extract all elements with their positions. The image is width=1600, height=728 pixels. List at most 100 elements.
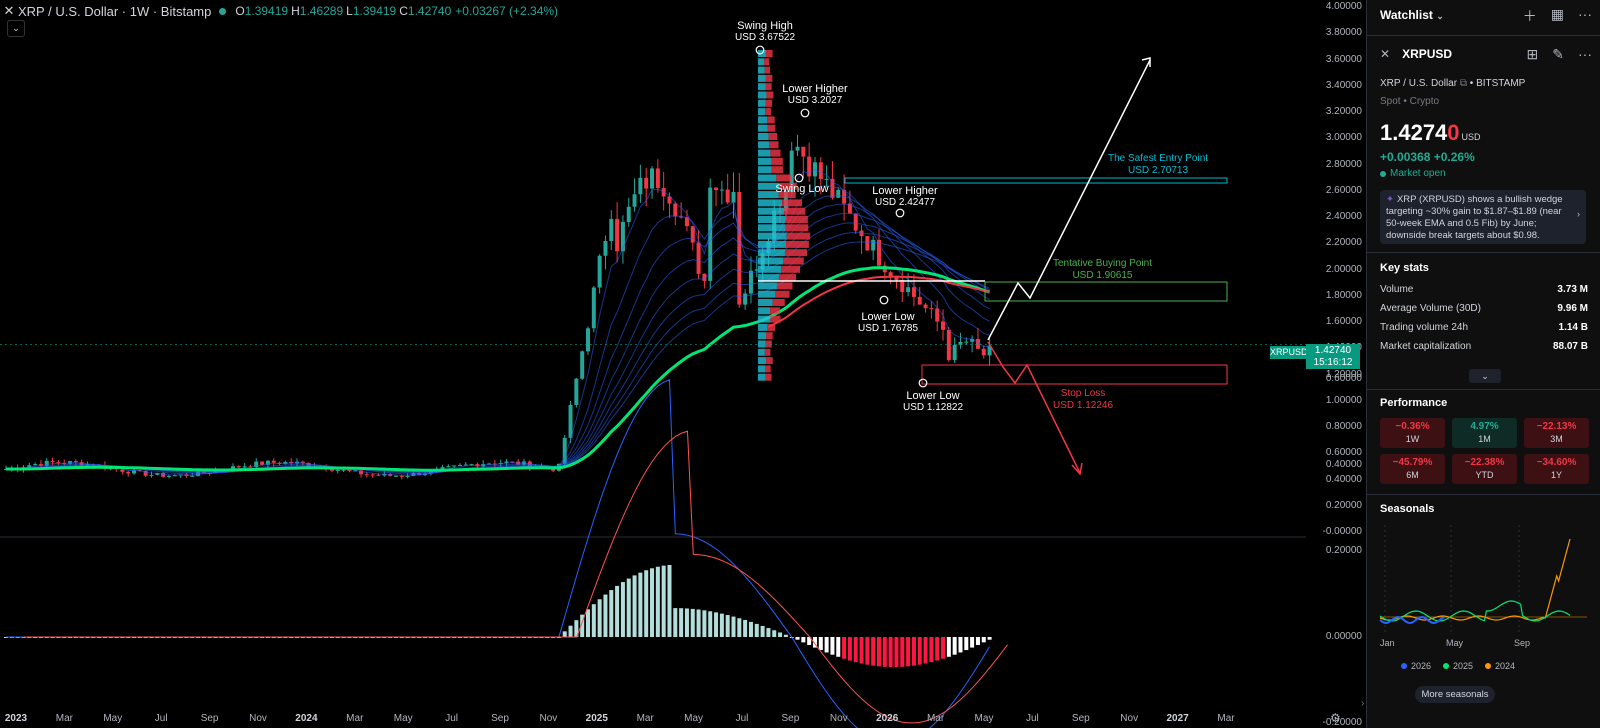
vp-bar-up [758,224,786,232]
vp-bar-down [770,307,780,315]
currency: USD [1461,132,1481,142]
performance-period: 3M [1550,434,1563,444]
vp-bar-down [778,191,796,199]
vp-bar-down [766,91,774,99]
seasonal-legend-item[interactable]: 2025 [1443,661,1473,671]
table-view-icon[interactable]: ▦ [1550,6,1564,22]
macd-axis-label: 0.40000 [1325,459,1362,470]
ohlc-close: 1.42740 [407,4,452,18]
performance-cell[interactable]: −45.79% 6M [1380,454,1445,484]
vp-bar-up [758,232,787,240]
macd-histogram-bar [778,632,783,637]
candle-body [166,475,171,477]
candle-body [265,460,270,465]
vp-bar-down [781,265,801,273]
macd-histogram-bar [719,613,724,637]
candle-body [452,465,457,467]
vp-bar-up [758,182,780,190]
candle-body [818,162,823,180]
external-link-icon[interactable]: ⧉ [1459,78,1467,89]
time-axis-label: Jul [735,713,749,724]
macd-histogram-bar [754,623,759,637]
watchlist-label: Watchlist [1380,8,1433,22]
performance-cell[interactable]: −0.36% 1W [1380,418,1445,448]
sparkle-icon: ✦ [1386,194,1394,205]
symbol-name[interactable]: XRPUSD [1402,47,1453,61]
vp-bar-down [785,224,809,232]
candle-body [562,437,567,464]
layout-icon[interactable]: ⊞ [1526,46,1539,62]
performance-value: −45.79% [1392,457,1433,468]
chevron-right-icon: › [1576,209,1580,220]
exchange-name: BITSTAMP [1476,78,1526,89]
key-stat-value: 1.14 B [1558,322,1588,333]
macd-histogram-bar [801,637,806,643]
vp-bar-down [778,274,797,282]
seasonal-line-2025 [1379,600,1571,622]
more-icon[interactable]: ··· [1578,46,1592,62]
news-card[interactable]: ✦ XRP (XRPUSD) shows a bullish wedge targ… [1380,190,1586,244]
chart-header: ✕ XRP / U.S. Dollar · 1W · Bitstamp O 1.3… [0,2,559,20]
vp-bar-up [758,282,777,290]
vp-bar-up [758,307,771,315]
stop-loss-zone [921,364,1228,385]
vp-bar-down [776,174,792,182]
candle-body [708,187,713,281]
seasonal-legend-item[interactable]: 2026 [1401,661,1431,671]
ohlc-label-open: O [235,4,245,18]
more-seasonals-button[interactable]: More seasonals [1415,686,1495,703]
price-change: +0.00368 +0.26% [1380,150,1475,164]
performance-cell[interactable]: −22.13% 3M [1524,418,1589,448]
candle-body [632,194,637,207]
edit-icon[interactable]: ✎ [1552,46,1564,62]
chevron-right-icon[interactable]: › [1361,698,1365,709]
candle-body [888,272,893,277]
candle-body [33,464,38,466]
divider [1367,494,1600,495]
candle-body [929,308,934,310]
chevron-down-icon[interactable]: ⌄ [7,20,25,37]
symbol-full-name[interactable]: XRP / U.S. Dollar [1380,78,1458,89]
chart-area[interactable]: ✕ XRP / U.S. Dollar · 1W · Bitstamp O 1.3… [0,0,1366,728]
market-status: Market open [1380,168,1446,179]
candle-body [696,242,701,274]
macd-histogram-bar [795,637,800,640]
time-axis-label: May [393,713,413,724]
change-pct: +0.26% [1433,150,1475,164]
performance-cell[interactable]: 4.97% 1M [1452,418,1517,448]
expand-stats-button[interactable]: ⌄ [1469,369,1501,383]
vp-bar-up [758,323,768,331]
candle-body [335,469,340,471]
gear-icon[interactable]: ⚙ [1330,711,1341,725]
legend-dot [1401,663,1407,669]
watchlist-dropdown[interactable]: Watchlist ⌄ [1380,8,1444,22]
time-axis-label: Jul [154,713,168,724]
seasonal-legend-item[interactable]: 2024 [1485,661,1515,671]
time-axis-label: 2027 [1166,713,1189,724]
price-chart[interactable] [0,0,1366,728]
vp-bar-down [785,240,809,248]
price-axis-label: 3.80000 [1325,27,1362,39]
ema-line [5,212,990,473]
close-icon[interactable]: ✕ [3,3,15,18]
macd-histogram-bar [900,637,905,667]
more-icon[interactable]: ··· [1578,6,1592,22]
performance-cell[interactable]: −34.60% 1Y [1524,454,1589,484]
add-symbol-icon[interactable]: ＋ [1522,8,1537,24]
ohlc-open: 1.39419 [244,4,289,18]
key-stat-row: Average Volume (30D) 9.96 M [1380,303,1588,314]
vp-bar-up [758,216,786,223]
chevron-down-icon: ⌄ [1436,11,1444,21]
vp-bar-up [758,249,785,257]
macd-histogram-bar [830,637,835,655]
vp-bar-down [767,116,775,124]
macd-histogram-bar [650,568,655,637]
close-icon[interactable]: ✕ [1380,47,1391,61]
vp-bar-down [785,216,808,223]
candle-body [172,475,177,477]
performance-period: 6M [1406,470,1419,480]
macd-histogram-bar [632,575,637,637]
vp-bar-up [758,290,776,298]
macd-histogram-bar [772,630,777,637]
performance-cell[interactable]: −22.38% YTD [1452,454,1517,484]
